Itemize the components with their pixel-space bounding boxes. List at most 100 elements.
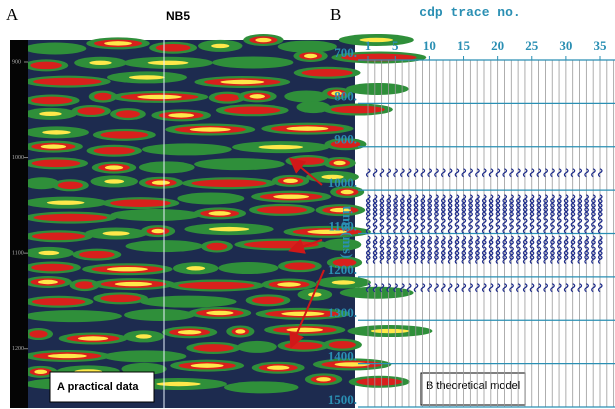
wiggle bbox=[522, 246, 528, 256]
wiggle bbox=[495, 235, 501, 245]
wiggle bbox=[529, 211, 535, 221]
wiggle bbox=[468, 194, 473, 204]
wiggle bbox=[447, 198, 453, 208]
wiggle bbox=[393, 250, 398, 260]
wiggle bbox=[447, 239, 453, 249]
wiggle bbox=[427, 250, 432, 260]
band-yellow bbox=[156, 381, 201, 387]
wiggle bbox=[440, 239, 446, 249]
wiggle bbox=[495, 283, 501, 293]
wiggle bbox=[454, 254, 460, 265]
wiggle bbox=[379, 283, 385, 293]
wiggle bbox=[372, 283, 378, 293]
wiggle bbox=[556, 207, 562, 217]
wiggle bbox=[447, 235, 453, 245]
x-axis-title: cdp trace no. bbox=[419, 5, 520, 20]
wiggle bbox=[591, 194, 596, 204]
wiggle bbox=[365, 207, 371, 217]
wiggle bbox=[570, 224, 576, 234]
wiggle bbox=[406, 254, 412, 265]
left-strip bbox=[10, 40, 28, 408]
wiggle bbox=[413, 224, 419, 234]
wiggle bbox=[440, 254, 446, 265]
wiggle bbox=[543, 254, 548, 265]
band-green bbox=[212, 56, 294, 69]
wiggle bbox=[427, 198, 432, 208]
band-yellow bbox=[331, 280, 356, 285]
wiggle bbox=[522, 198, 528, 208]
y-tick-label: 1500. bbox=[328, 392, 357, 407]
wiggle bbox=[400, 239, 405, 249]
wiggle bbox=[434, 194, 439, 204]
wiggle bbox=[577, 194, 583, 204]
band-yellow bbox=[38, 250, 60, 256]
wiggle bbox=[406, 202, 412, 212]
band-yellow bbox=[135, 334, 152, 339]
wiggle bbox=[447, 246, 453, 256]
wiggle bbox=[584, 194, 589, 204]
wiggle bbox=[413, 218, 419, 228]
wiggle bbox=[536, 218, 542, 228]
wiggle bbox=[509, 218, 514, 228]
wiggle bbox=[386, 246, 392, 256]
wiggle bbox=[563, 218, 569, 228]
wiggle bbox=[597, 202, 603, 212]
wiggle bbox=[597, 194, 603, 204]
wiggle bbox=[372, 198, 378, 208]
wiggle bbox=[550, 254, 555, 265]
wiggle bbox=[420, 211, 426, 221]
wiggle bbox=[379, 194, 385, 204]
wiggle bbox=[529, 250, 535, 260]
wiggle bbox=[406, 198, 412, 208]
band-red bbox=[31, 297, 86, 306]
wiggle bbox=[522, 224, 528, 234]
wiggle bbox=[495, 254, 501, 265]
y-tick-label: 1000. bbox=[328, 175, 357, 190]
wiggle bbox=[509, 250, 514, 260]
reflection-event bbox=[365, 202, 603, 212]
wiggle bbox=[495, 202, 501, 212]
wiggle bbox=[447, 224, 453, 234]
wiggle bbox=[481, 218, 487, 228]
band-green bbox=[322, 238, 362, 251]
wiggle bbox=[400, 211, 405, 221]
wiggle bbox=[393, 235, 398, 245]
wiggle bbox=[447, 254, 453, 265]
band-yellow bbox=[114, 281, 153, 287]
band-yellow bbox=[106, 267, 148, 272]
wiggle bbox=[434, 254, 439, 265]
y-tick-label: 1400. bbox=[328, 349, 357, 364]
wiggle bbox=[386, 250, 392, 260]
wiggle bbox=[550, 168, 555, 178]
band-yellow bbox=[308, 292, 322, 297]
wiggle bbox=[365, 239, 371, 249]
wiggle bbox=[597, 246, 603, 256]
wiggle bbox=[365, 283, 371, 293]
wiggle bbox=[386, 235, 392, 245]
wiggle bbox=[536, 235, 542, 245]
wiggle bbox=[379, 211, 385, 221]
wiggle bbox=[516, 168, 521, 178]
wiggle bbox=[413, 202, 419, 212]
band-red bbox=[301, 68, 353, 77]
wiggle bbox=[461, 218, 467, 228]
wiggle bbox=[365, 202, 371, 212]
wiggle bbox=[427, 254, 432, 265]
wiggle bbox=[447, 168, 453, 178]
wiggle bbox=[454, 198, 460, 208]
wiggle bbox=[550, 202, 555, 212]
wiggle bbox=[488, 224, 494, 234]
wiggle bbox=[502, 211, 508, 221]
band-yellow bbox=[39, 111, 62, 117]
wiggle bbox=[516, 254, 521, 265]
wiggle bbox=[516, 198, 521, 208]
band-yellow bbox=[286, 327, 324, 333]
band-yellow bbox=[128, 75, 165, 80]
wiggle bbox=[427, 211, 432, 221]
wiggle bbox=[379, 250, 385, 260]
wiggle bbox=[413, 198, 419, 208]
wiggle bbox=[543, 246, 548, 256]
wiggle bbox=[495, 198, 501, 208]
wiggle bbox=[454, 207, 460, 217]
wiggle bbox=[406, 168, 412, 178]
